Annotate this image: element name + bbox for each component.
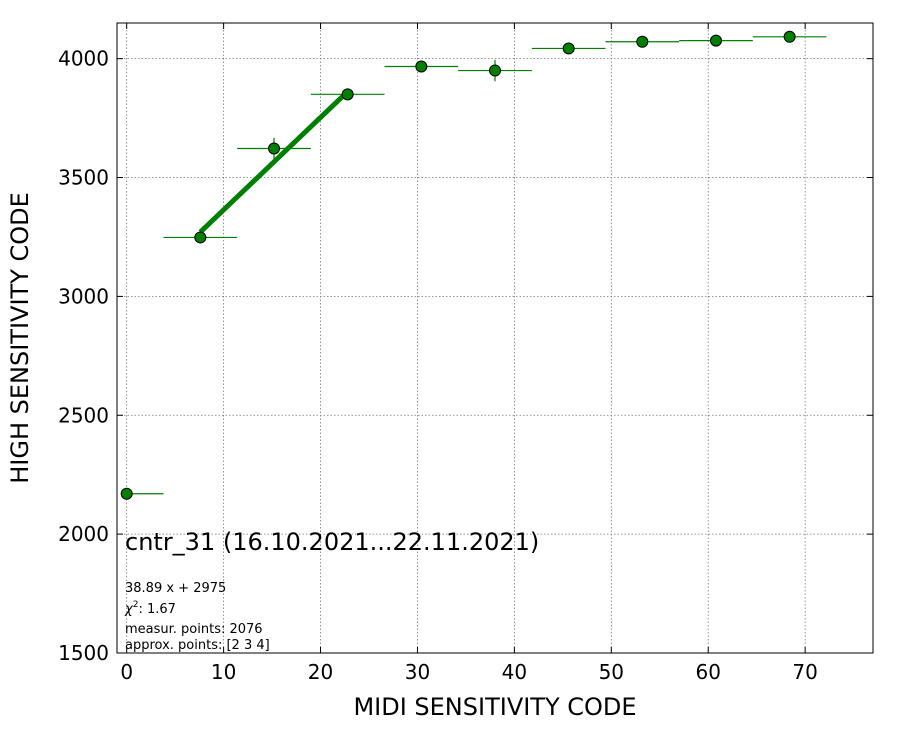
data-point: [709, 34, 722, 47]
data-point: [489, 64, 501, 77]
annotation-approx-points: approx. points: [2 3 4]: [125, 638, 270, 653]
x-tick-label: 40: [502, 660, 527, 684]
annotation-title: cntr_31 (16.10.2021...22.11.2021): [125, 528, 539, 556]
annotation-measur-points: measur. points: 2076: [125, 622, 263, 637]
x-tick-label: 60: [696, 660, 721, 684]
chi2-power: 2: [133, 600, 139, 610]
x-tick-label: 20: [308, 660, 333, 684]
data-point: [268, 142, 281, 155]
data-point: [783, 30, 796, 43]
x-axis-label: MIDI SENSITIVITY CODE: [353, 693, 636, 721]
x-tick-label: 0: [120, 660, 133, 684]
y-tick-label: 4000: [58, 47, 109, 71]
x-tick-label: 30: [405, 660, 430, 684]
grid: [117, 23, 873, 653]
fit-line: [198, 89, 350, 234]
x-tick-label: 70: [792, 660, 817, 684]
x-tick-label: 10: [211, 660, 236, 684]
fit-layer: [198, 89, 350, 234]
data-point: [636, 35, 649, 48]
y-tick-label: 3500: [58, 166, 109, 190]
x-tick-label: 50: [599, 660, 624, 684]
data-point: [562, 42, 575, 55]
y-tick-label: 2500: [58, 403, 109, 427]
data-point: [341, 88, 354, 101]
plot-frame: [116, 22, 874, 654]
y-tick-label: 1500: [58, 641, 109, 665]
y-tick-label: 3000: [58, 284, 109, 308]
axis-ticks: 0 10 20 30 40 50 60 70 1500 2000 2500 3000 3500 4000: [58, 23, 873, 684]
data-point: [415, 60, 428, 73]
markers: [120, 30, 796, 500]
chi2-value: : 1.67: [138, 602, 175, 617]
annotation-equation: 38.89 x + 2975: [125, 581, 226, 596]
y-tick-label: 2000: [58, 522, 109, 546]
y-axis-label: HIGH SENSITIVITY CODE: [6, 192, 34, 484]
chi2-symbol: χ: [124, 602, 134, 617]
data-point: [194, 231, 207, 244]
annotation-chi2: χ2: 1.67: [124, 600, 176, 617]
data-point: [120, 487, 133, 500]
